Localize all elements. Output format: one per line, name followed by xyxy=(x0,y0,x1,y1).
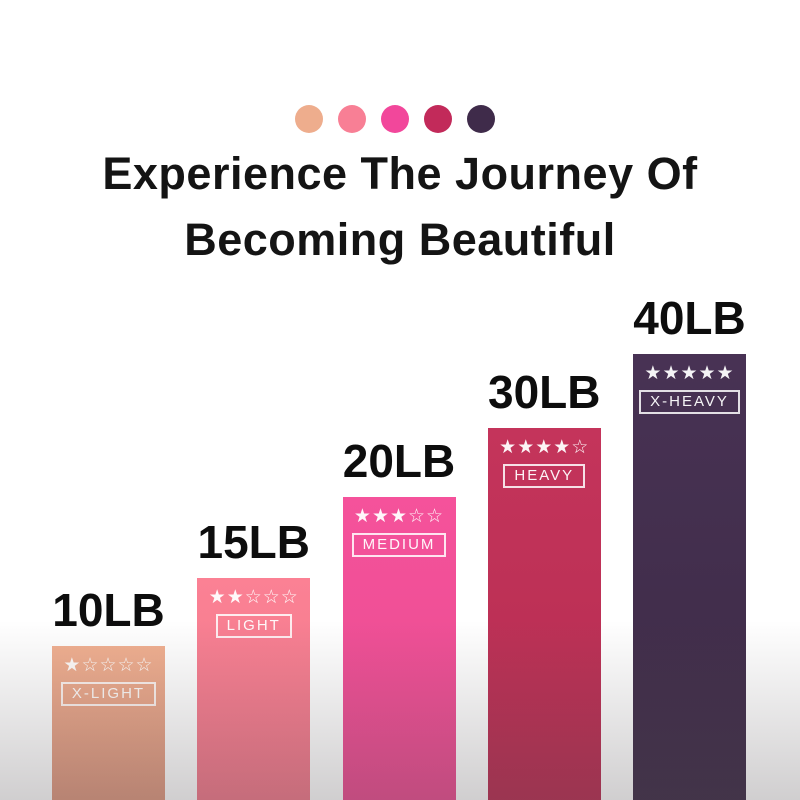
weight-label: 20LB xyxy=(342,435,456,488)
title-line-2: Becoming Beautiful xyxy=(184,214,616,265)
level-badge: LIGHT xyxy=(215,614,292,638)
bar-column: 15LB ★★☆☆☆ LIGHT xyxy=(197,516,311,800)
star-rating: ★★★★★ xyxy=(644,363,735,384)
weight-label: 15LB xyxy=(197,516,310,569)
bar-chart: 10LB ★☆☆☆☆ X-LIGHT 15LB ★★☆☆☆ LIGHT 20LB… xyxy=(52,293,746,800)
bar-column: 20LB ★★★☆☆ MEDIUM xyxy=(342,435,456,800)
color-dot xyxy=(295,105,323,133)
star-rating: ★★★★☆ xyxy=(499,437,590,458)
weight-label: 30LB xyxy=(488,366,601,419)
star-rating: ★☆☆☆☆ xyxy=(63,655,154,676)
resistance-bar: ★☆☆☆☆ X-LIGHT xyxy=(52,646,165,800)
page-title: Experience The Journey Of Becoming Beaut… xyxy=(0,141,800,273)
bar-column: 40LB ★★★★★ X-HEAVY xyxy=(633,293,746,800)
level-badge: HEAVY xyxy=(503,464,586,488)
level-badge: X-LIGHT xyxy=(60,682,157,706)
weight-label: 40LB xyxy=(633,292,746,345)
bar-column: 10LB ★☆☆☆☆ X-LIGHT xyxy=(52,585,165,800)
color-dots-row xyxy=(0,105,790,133)
color-dot xyxy=(467,105,495,133)
color-dot xyxy=(338,105,366,133)
resistance-bar: ★★★★★ X-HEAVY xyxy=(633,354,746,800)
weight-label: 10LB xyxy=(52,584,165,637)
color-dot xyxy=(424,105,452,133)
resistance-bar: ★★★★☆ HEAVY xyxy=(487,428,601,800)
star-rating: ★★☆☆☆ xyxy=(208,587,299,608)
star-rating: ★★★☆☆ xyxy=(353,506,445,527)
bar-column: 30LB ★★★★☆ HEAVY xyxy=(487,366,601,800)
resistance-bar: ★★☆☆☆ LIGHT xyxy=(197,578,311,800)
title-line-1: Experience The Journey Of xyxy=(102,148,698,199)
level-badge: X-HEAVY xyxy=(639,390,740,414)
color-dot xyxy=(381,105,409,133)
level-badge: MEDIUM xyxy=(351,533,447,557)
resistance-bar: ★★★☆☆ MEDIUM xyxy=(342,497,456,800)
